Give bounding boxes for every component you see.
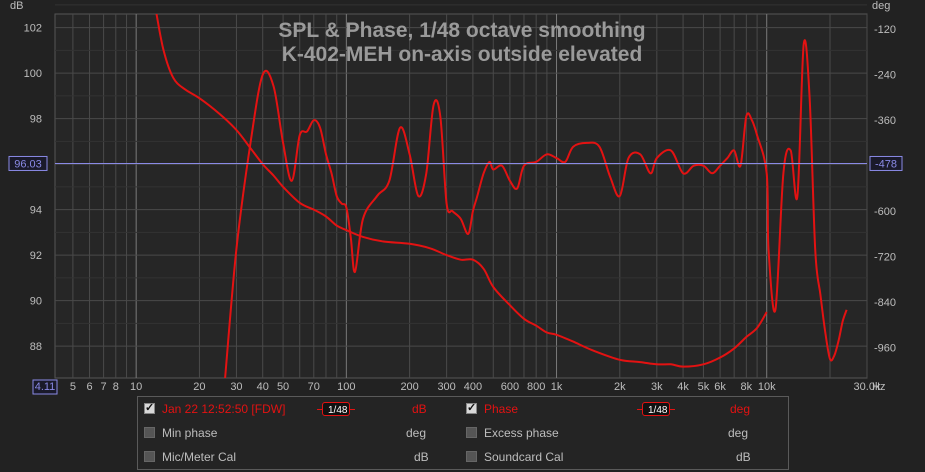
cursor-db-readout: 96.03 bbox=[14, 158, 42, 170]
legend-unit-phase: deg bbox=[730, 402, 751, 416]
smoothing-badge-icon[interactable]: 1/48 bbox=[637, 402, 675, 416]
x-tick-label: 8k bbox=[741, 381, 753, 393]
cursor-deg-readout-box[interactable] bbox=[869, 155, 903, 171]
x-tick-label: 600 bbox=[501, 381, 519, 393]
checkbox-unchecked-icon[interactable] bbox=[466, 451, 477, 462]
cursor-line[interactable]: 96.03 -478 bbox=[8, 155, 903, 171]
y-left-tick-label: 90 bbox=[30, 296, 42, 308]
legend-row-excess-phase[interactable]: Excess phase deg bbox=[466, 423, 776, 443]
x-tick-label: 2k bbox=[614, 381, 626, 393]
y-right-tick-label: -120 bbox=[874, 24, 896, 36]
x-tick-label: 10k bbox=[758, 381, 776, 393]
y-right-tick-label: -720 bbox=[874, 252, 896, 264]
x-tick-label: 800 bbox=[527, 381, 545, 393]
x-tick-label: 50 bbox=[277, 381, 289, 393]
x-tick-label: 6 bbox=[86, 381, 92, 393]
cursor-deg-readout: -478 bbox=[875, 158, 897, 170]
legend-label-excess-phase: Excess phase bbox=[484, 426, 559, 440]
x-tick-label: 30.0k bbox=[854, 381, 881, 393]
legend-label-spl: Jan 22 12:52:50 [FDW] bbox=[162, 402, 286, 416]
y-left-tick-label: 88 bbox=[30, 341, 42, 353]
x-tick-label: 70 bbox=[308, 381, 320, 393]
x-tick-label: 3k bbox=[651, 381, 663, 393]
legend-unit-min-phase: deg bbox=[406, 426, 427, 440]
legend-unit-soundcard-cal: dB bbox=[736, 450, 751, 464]
y-left-tick-label: 94 bbox=[30, 205, 42, 217]
x-tick-label: 6k bbox=[714, 381, 726, 393]
y-right-tick-label: -360 bbox=[874, 115, 896, 127]
legend-label-soundcard-cal: Soundcard Cal bbox=[484, 450, 564, 464]
chart-title: SPL & Phase, 1/48 octave smoothing bbox=[278, 19, 645, 42]
plot-frame bbox=[54, 13, 868, 379]
legend-label-mic-cal: Mic/Meter Cal bbox=[162, 450, 237, 464]
x-start-readout: 4.11 bbox=[35, 381, 56, 393]
x-tick-label: 5 bbox=[70, 381, 76, 393]
x-tick-label: 7 bbox=[101, 381, 107, 393]
legend-label-min-phase: Min phase bbox=[162, 426, 218, 440]
x-tick-label: 4k bbox=[677, 381, 689, 393]
cursor-db-readout-box[interactable] bbox=[8, 155, 48, 171]
legend-row-min-phase[interactable]: Min phase deg bbox=[144, 423, 444, 443]
y-left-tick-label: 98 bbox=[30, 114, 42, 126]
x-tick-label: 1k bbox=[551, 381, 563, 393]
checkbox-checked-icon[interactable]: ✓ bbox=[466, 402, 477, 414]
y-right-tick-label: -960 bbox=[874, 343, 896, 355]
x-tick-label: 100 bbox=[337, 381, 355, 393]
checkbox-checked-icon[interactable]: ✓ bbox=[144, 402, 155, 414]
y-left-tick-label: 92 bbox=[30, 250, 42, 262]
checkbox-unchecked-icon[interactable] bbox=[466, 427, 477, 438]
y-right-tick-label: -240 bbox=[874, 70, 896, 82]
y-left-tick-label: 102 bbox=[24, 23, 42, 35]
phase-trace bbox=[224, 39, 848, 378]
x-tick-label: 400 bbox=[464, 381, 482, 393]
y-left-unit-label: dB bbox=[10, 0, 23, 12]
legend-row-spl[interactable]: ✓ Jan 22 12:52:50 [FDW] 1/48 dB bbox=[144, 399, 444, 419]
x-tick-label: 40 bbox=[257, 381, 269, 393]
y-right-tick-label: -600 bbox=[874, 206, 896, 218]
x-tick-label: 10 bbox=[130, 381, 142, 393]
legend-row-phase[interactable]: ✓ Phase 1/48 deg bbox=[466, 399, 776, 419]
chart-subtitle: K-402-MEH on-axis outside elevated bbox=[282, 43, 643, 66]
legend-unit-spl: dB bbox=[412, 402, 427, 416]
x-tick-label: 30 bbox=[230, 381, 242, 393]
legend-unit-excess-phase: deg bbox=[728, 426, 749, 440]
x-tick-label: 200 bbox=[400, 381, 418, 393]
traces bbox=[155, 14, 848, 378]
y-axis-right: -120-240-360-480-600-720-840-960 bbox=[874, 24, 896, 355]
y-left-tick-label: 100 bbox=[24, 68, 42, 80]
x-axis: 5 6 7 8 10 20 30 40 50 70 100 200 300 400 600 800 1k 2k 3k… bbox=[32, 379, 881, 395]
y-right-unit-label: deg bbox=[872, 0, 890, 12]
legend-panel: ✓ Jan 22 12:52:50 [FDW] 1/48 dB ✓ Phase … bbox=[137, 396, 789, 470]
x-start-readout-box[interactable] bbox=[32, 379, 58, 395]
chart-area[interactable]: 889092949698100102 -120-240-360-480-600-… bbox=[0, 0, 925, 396]
grid-lines bbox=[54, 4, 868, 379]
legend-row-mic-cal[interactable]: Mic/Meter Cal dB bbox=[144, 447, 444, 467]
checkbox-unchecked-icon[interactable] bbox=[144, 427, 155, 438]
checkbox-unchecked-icon[interactable] bbox=[144, 451, 155, 462]
x-tick-label: 20 bbox=[193, 381, 205, 393]
x-unit-label: Hz bbox=[872, 381, 885, 393]
smoothing-badge-icon[interactable]: 1/48 bbox=[317, 402, 355, 416]
legend-label-phase: Phase bbox=[484, 402, 519, 416]
x-tick-label: 5k bbox=[698, 381, 710, 393]
y-axis-left: 889092949698100102 bbox=[24, 23, 42, 353]
legend-unit-mic-cal: dB bbox=[414, 450, 429, 464]
x-tick-label: 8 bbox=[113, 381, 119, 393]
legend-row-soundcard-cal[interactable]: Soundcard Cal dB bbox=[466, 447, 776, 467]
x-tick-label: 300 bbox=[437, 381, 455, 393]
y-right-tick-label: -840 bbox=[874, 297, 896, 309]
